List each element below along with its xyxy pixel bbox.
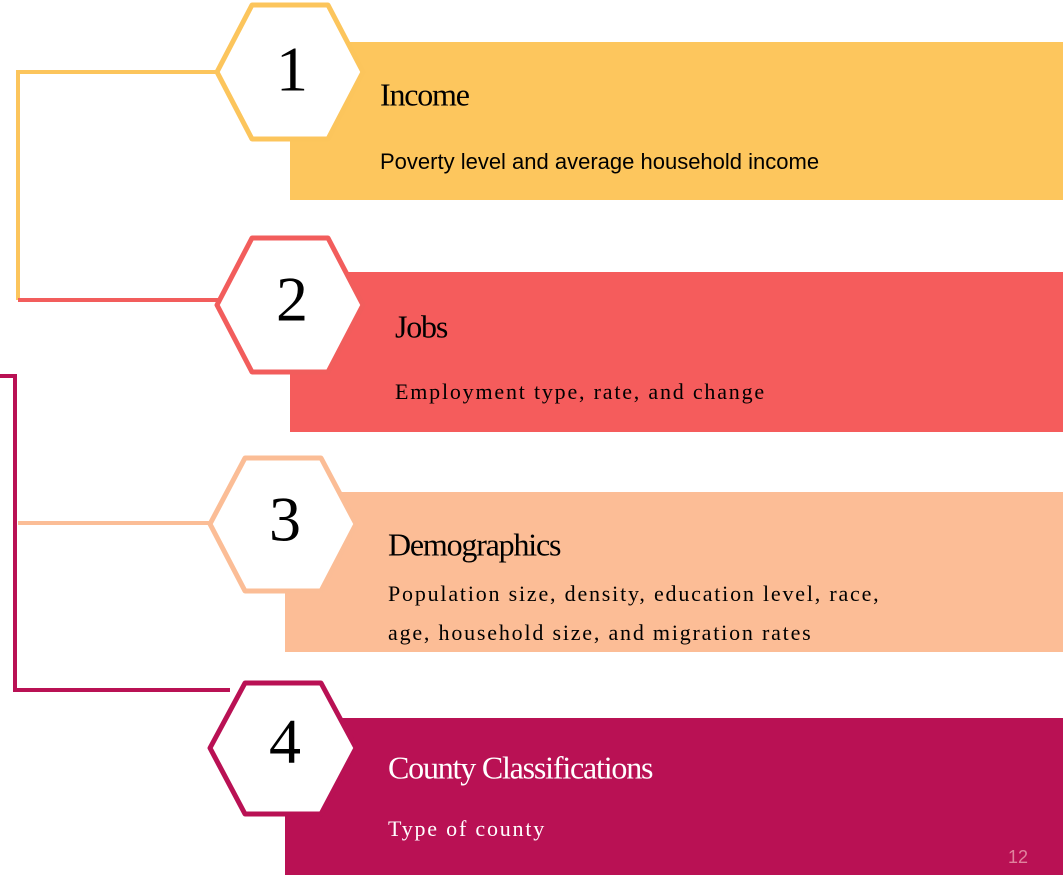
- hexagon: [207, 455, 359, 594]
- hexagon: [214, 235, 366, 375]
- step-number: 2: [276, 264, 308, 335]
- step-number: 4: [269, 706, 301, 777]
- step-description: Poverty level and average household inco…: [380, 149, 819, 174]
- box: [285, 492, 1063, 652]
- connector: [0, 374, 230, 692]
- step-title: Jobs: [395, 308, 448, 344]
- step-number: 1: [276, 34, 308, 105]
- page-number: 12: [1008, 847, 1028, 867]
- step-title: Demographics: [388, 526, 561, 562]
- step-title: Income: [380, 76, 470, 112]
- step-number: 3: [269, 484, 301, 555]
- box: [290, 42, 1063, 200]
- step-title: County Classifications: [388, 749, 653, 785]
- step-description: age, household size, and migration rates: [388, 620, 813, 645]
- step-description: Employment type, rate, and change: [395, 379, 766, 404]
- connector: [16, 70, 218, 300]
- box: [290, 272, 1063, 432]
- step-description: Type of county: [388, 816, 546, 841]
- step-description: Population size, density, education leve…: [388, 581, 880, 606]
- box: [285, 718, 1063, 875]
- hexagon: [214, 2, 366, 142]
- hexagon: [207, 680, 359, 817]
